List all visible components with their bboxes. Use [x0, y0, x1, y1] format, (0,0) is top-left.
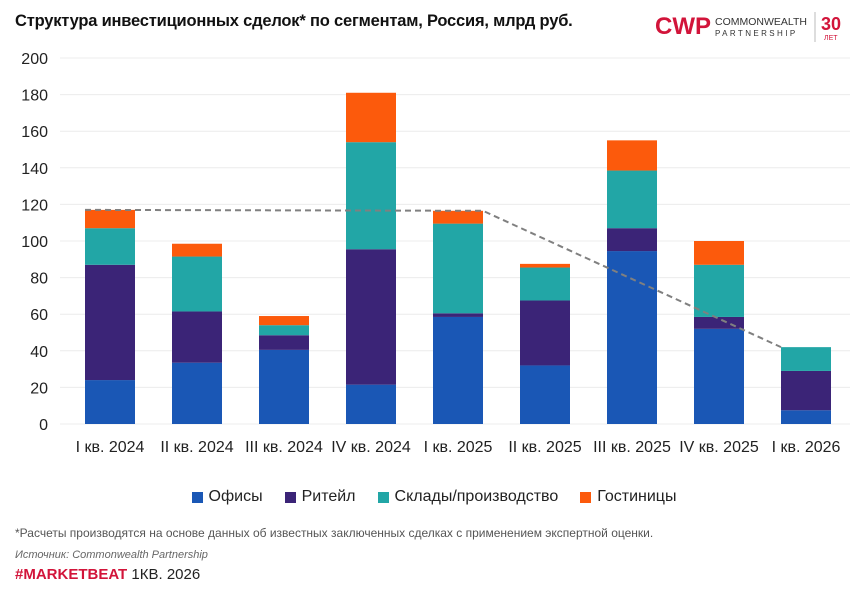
- legend-label: Ритейл: [301, 488, 356, 505]
- bar-segment: [172, 311, 222, 363]
- x-tick-label: II кв. 2025: [508, 439, 581, 456]
- y-tick-label: 60: [30, 307, 48, 324]
- x-tick-label: II кв. 2024: [160, 439, 233, 456]
- bar-segment: [85, 209, 135, 229]
- bar-segment: [259, 335, 309, 350]
- bar-segment: [607, 251, 657, 424]
- bar-segment: [607, 140, 657, 171]
- y-tick-label: 200: [21, 51, 48, 68]
- legend-item: Офисы: [191, 488, 263, 506]
- bar-segment: [259, 349, 309, 424]
- legend: Офисы Ритейл Склады/производство Гостиницы: [0, 488, 868, 506]
- bar-segment: [85, 228, 135, 265]
- bar-segment: [172, 256, 222, 312]
- bar-segment: [433, 313, 483, 317]
- y-tick-label: 140: [21, 161, 48, 178]
- bar-segment: [607, 228, 657, 252]
- y-tick-label: 180: [21, 88, 48, 105]
- bar-segment: [259, 316, 309, 326]
- y-tick-label: 80: [30, 271, 48, 288]
- bar-segment: [520, 365, 570, 424]
- bar-segment: [259, 325, 309, 336]
- bar-segment: [781, 370, 831, 411]
- bar-segment: [694, 241, 744, 265]
- source-note: Источник: Commonwealth Partnership: [15, 549, 208, 561]
- marketbeat-tag: #MARKETBEAT: [15, 566, 128, 583]
- svg-text:COMMONWEALTH: COMMONWEALTH: [715, 16, 807, 28]
- y-tick-label: 20: [30, 380, 48, 397]
- bar-segment: [172, 243, 222, 257]
- bar-segment: [433, 210, 483, 224]
- bar-segment: [172, 362, 222, 424]
- bar-segment: [781, 410, 831, 424]
- x-tick-label: I кв. 2026: [772, 439, 841, 456]
- legend-item: Гостиницы: [580, 488, 676, 506]
- y-tick-label: 100: [21, 234, 48, 251]
- legend-label: Склады/производство: [394, 488, 559, 505]
- bar-segment: [433, 316, 483, 424]
- legend-swatch: [191, 491, 203, 503]
- bar-segment: [694, 264, 744, 317]
- marketbeat-label: #MARKETBEAT 1КВ. 2026: [15, 566, 200, 583]
- bar-segment: [694, 316, 744, 329]
- legend-item: Ритейл: [284, 488, 356, 506]
- y-tick-label: 120: [21, 197, 48, 214]
- chart-title: Структура инвестиционных сделок* по сегм…: [15, 12, 573, 30]
- x-tick-label: III кв. 2024: [245, 439, 323, 456]
- footnote: *Расчеты производятся на основе данных о…: [15, 526, 654, 540]
- legend-swatch: [580, 491, 592, 503]
- legend-item: Склады/производство: [377, 488, 559, 506]
- bar-segment: [346, 384, 396, 424]
- legend-label: Офисы: [208, 488, 263, 505]
- y-tick-label: 160: [21, 124, 48, 141]
- legend-label: Гостиницы: [597, 488, 677, 505]
- svg-text:CWP: CWP: [655, 13, 711, 40]
- x-tick-label: IV кв. 2025: [679, 439, 759, 456]
- svg-text:30: 30: [821, 14, 841, 34]
- x-tick-label: IV кв. 2024: [331, 439, 411, 456]
- bar-segment: [520, 300, 570, 366]
- bar-segment: [520, 263, 570, 268]
- svg-text:PARTNERSHIP: PARTNERSHIP: [715, 29, 798, 38]
- legend-swatch: [284, 491, 296, 503]
- bar-segment: [85, 380, 135, 424]
- stacked-bar-chart: 0 20 40 60 80 100 120 140 160 180 200 I кв. 2024 II …: [21, 51, 850, 456]
- bar-segment: [433, 223, 483, 314]
- x-tick-label: III кв. 2025: [593, 439, 671, 456]
- marketbeat-period: 1КВ. 2026: [131, 566, 201, 583]
- x-tick-label: I кв. 2025: [424, 439, 493, 456]
- x-tick-label: I кв. 2024: [76, 439, 145, 456]
- bar-segment: [607, 170, 657, 229]
- bar-segment: [346, 249, 396, 385]
- bar-segment: [346, 142, 396, 250]
- bar-segment: [85, 264, 135, 381]
- trend-line: [84, 208, 782, 349]
- legend-swatch: [377, 491, 389, 503]
- svg-text:ЛЕТ: ЛЕТ: [824, 35, 838, 42]
- y-tick-label: 0: [39, 417, 48, 434]
- bar-segment: [694, 328, 744, 424]
- bar-segment: [781, 347, 831, 371]
- y-tick-label: 40: [30, 344, 48, 361]
- company-logo: CWP COMMONWEALTH PARTNERSHIP 30 ЛЕТ: [655, 12, 841, 42]
- bar-segment: [520, 267, 570, 301]
- bar-segment: [346, 92, 396, 143]
